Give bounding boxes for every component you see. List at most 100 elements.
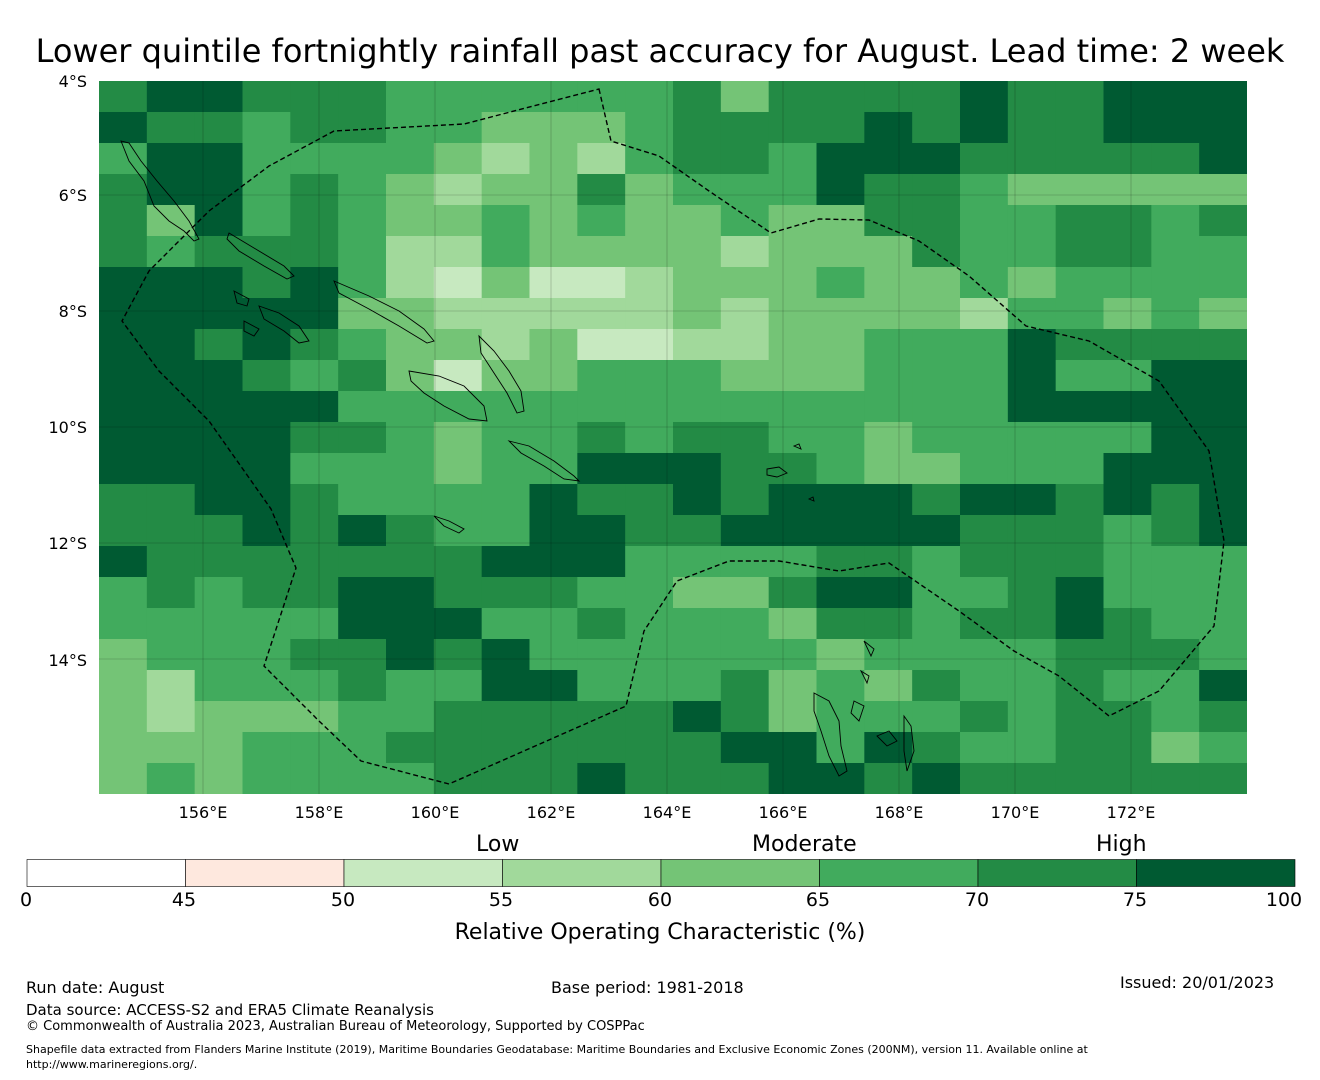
roc-cell bbox=[673, 391, 722, 423]
roc-cell bbox=[720, 453, 770, 485]
roc-cell bbox=[768, 732, 818, 764]
roc-cell bbox=[481, 329, 531, 361]
roc-cell bbox=[481, 608, 531, 640]
roc-cell bbox=[194, 205, 244, 237]
roc-cell bbox=[864, 360, 913, 392]
roc-cell bbox=[99, 763, 148, 794]
roc-cell bbox=[99, 112, 148, 144]
roc-cell bbox=[290, 112, 339, 144]
roc-cell bbox=[864, 205, 913, 237]
roc-cell bbox=[481, 546, 531, 578]
roc-cell bbox=[577, 298, 626, 330]
roc-cell bbox=[625, 639, 674, 671]
lon-label-162e: 162°E bbox=[526, 803, 576, 822]
roc-cell bbox=[960, 608, 1009, 640]
colorbar-title: Relative Operating Characteristic (%) bbox=[454, 920, 866, 945]
roc-cell bbox=[433, 112, 483, 144]
roc-cell bbox=[146, 298, 196, 330]
map-title: Lower quintile fortnightly rainfall past… bbox=[35, 32, 1285, 70]
roc-cell bbox=[912, 360, 961, 392]
roc-cell bbox=[1055, 763, 1105, 794]
roc-cell bbox=[386, 484, 435, 516]
roc-cell bbox=[768, 236, 818, 268]
roc-cell bbox=[720, 422, 770, 454]
roc-cell bbox=[625, 236, 674, 268]
roc-cell bbox=[720, 360, 770, 392]
roc-cell bbox=[960, 701, 1009, 733]
roc-cell bbox=[529, 143, 578, 175]
roc-cell bbox=[1007, 174, 1057, 206]
roc-cell bbox=[1103, 143, 1152, 175]
roc-cell bbox=[577, 174, 626, 206]
roc-cell bbox=[864, 763, 913, 794]
roc-cell bbox=[1055, 670, 1105, 702]
roc-cell bbox=[146, 608, 196, 640]
roc-cell bbox=[1007, 515, 1057, 547]
roc-cell bbox=[1007, 608, 1057, 640]
roc-cell bbox=[481, 484, 531, 516]
roc-cell bbox=[1151, 732, 1200, 764]
roc-cell bbox=[864, 391, 913, 423]
roc-cell bbox=[864, 670, 913, 702]
roc-cell bbox=[386, 670, 435, 702]
roc-cell bbox=[433, 174, 483, 206]
roc-cell bbox=[99, 670, 148, 702]
roc-cell bbox=[386, 298, 435, 330]
roc-cell bbox=[1199, 236, 1247, 268]
roc-cell bbox=[912, 484, 961, 516]
roc-cell bbox=[1199, 112, 1247, 144]
roc-cell bbox=[338, 670, 387, 702]
bougainville-island bbox=[120, 140, 200, 242]
roc-cell bbox=[673, 422, 722, 454]
roc-cell bbox=[625, 81, 674, 113]
roc-cell bbox=[960, 639, 1009, 671]
roc-cell bbox=[99, 546, 148, 578]
roc-cell bbox=[1103, 453, 1152, 485]
roc-cell bbox=[338, 484, 387, 516]
roc-cell bbox=[816, 81, 865, 113]
roc-cell bbox=[960, 484, 1009, 516]
roc-cell bbox=[960, 546, 1009, 578]
roc-cell bbox=[1055, 515, 1105, 547]
espiritu-santo-island bbox=[813, 692, 848, 777]
roc-cell bbox=[816, 515, 865, 547]
copyright-notice: © Commonwealth of Australia 2023, Austra… bbox=[26, 1019, 645, 1034]
shapefile-url: http://www.marineregions.org/. bbox=[26, 1058, 198, 1071]
roc-cell bbox=[194, 174, 244, 206]
roc-cell bbox=[816, 298, 865, 330]
roc-cell bbox=[290, 453, 339, 485]
roc-cell bbox=[194, 670, 244, 702]
roc-cell bbox=[1151, 81, 1200, 113]
lat-label-4s: 4°S bbox=[58, 72, 87, 91]
roc-cell bbox=[1151, 236, 1200, 268]
roc-cell bbox=[912, 422, 961, 454]
roc-cell bbox=[816, 484, 865, 516]
roc-cell bbox=[625, 174, 674, 206]
colorbar-bin bbox=[26, 859, 186, 887]
roc-cell bbox=[290, 515, 339, 547]
roc-cell bbox=[577, 639, 626, 671]
roc-grid bbox=[99, 81, 1247, 794]
roc-cell bbox=[625, 112, 674, 144]
roc-cell bbox=[625, 298, 674, 330]
roc-cell bbox=[1055, 639, 1105, 671]
roc-cell bbox=[1055, 267, 1105, 299]
roc-cell bbox=[673, 763, 722, 794]
roc-cell bbox=[720, 174, 770, 206]
santa-cruz-islands bbox=[766, 443, 815, 502]
roc-cell bbox=[816, 577, 865, 609]
roc-cell bbox=[1199, 81, 1247, 113]
roc-cell bbox=[1103, 484, 1152, 516]
roc-cell bbox=[1151, 546, 1200, 578]
lon-label-160e: 160°E bbox=[410, 803, 460, 822]
roc-cell bbox=[673, 174, 722, 206]
roc-cell bbox=[864, 298, 913, 330]
roc-cell bbox=[1055, 608, 1105, 640]
roc-cell bbox=[1151, 453, 1200, 485]
roc-cell bbox=[864, 422, 913, 454]
roc-cell bbox=[194, 236, 244, 268]
lon-label-170e: 170°E bbox=[990, 803, 1040, 822]
roc-cell bbox=[529, 546, 578, 578]
roc-cell bbox=[481, 639, 531, 671]
roc-cell bbox=[577, 608, 626, 640]
